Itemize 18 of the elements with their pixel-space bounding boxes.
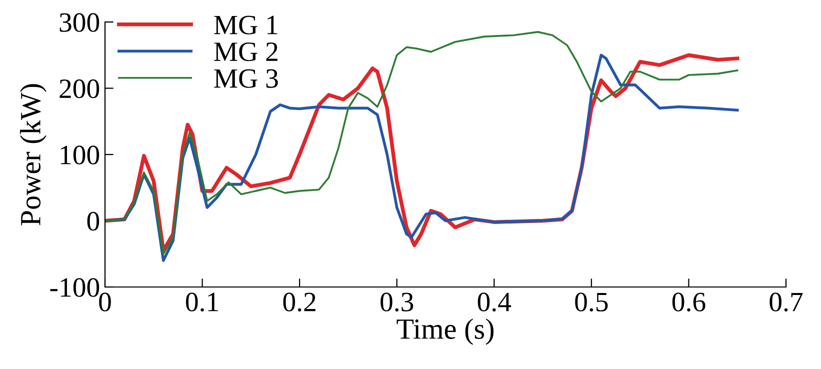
x-tick-label: 0.5 [575, 292, 608, 312]
x-tick-label: 0.4 [478, 292, 512, 312]
x-tick-label: 0.7 [770, 292, 803, 312]
legend-label: MG 1 [214, 16, 278, 34]
y-tick-label: 300 [60, 13, 100, 32]
legend-label: MG 2 [214, 42, 278, 62]
x-tick-label: 0.1 [186, 292, 218, 312]
y-tick-label: 100 [60, 146, 100, 164]
legend-label: MG 3 [214, 69, 278, 88]
y-tick-label: 0 [87, 212, 100, 231]
y-tick-label: 200 [60, 79, 100, 98]
x-tick-label: 0.2 [283, 292, 316, 312]
y-axis-title: Power (kW) [20, 84, 46, 226]
x-tick-label: 0 [99, 292, 111, 312]
x-axis-title: Time (s) [396, 318, 494, 345]
x-tick-label: 0.6 [672, 292, 706, 312]
x-tick-label: 0.3 [380, 292, 414, 312]
y-tick-label: -100 [50, 278, 100, 297]
